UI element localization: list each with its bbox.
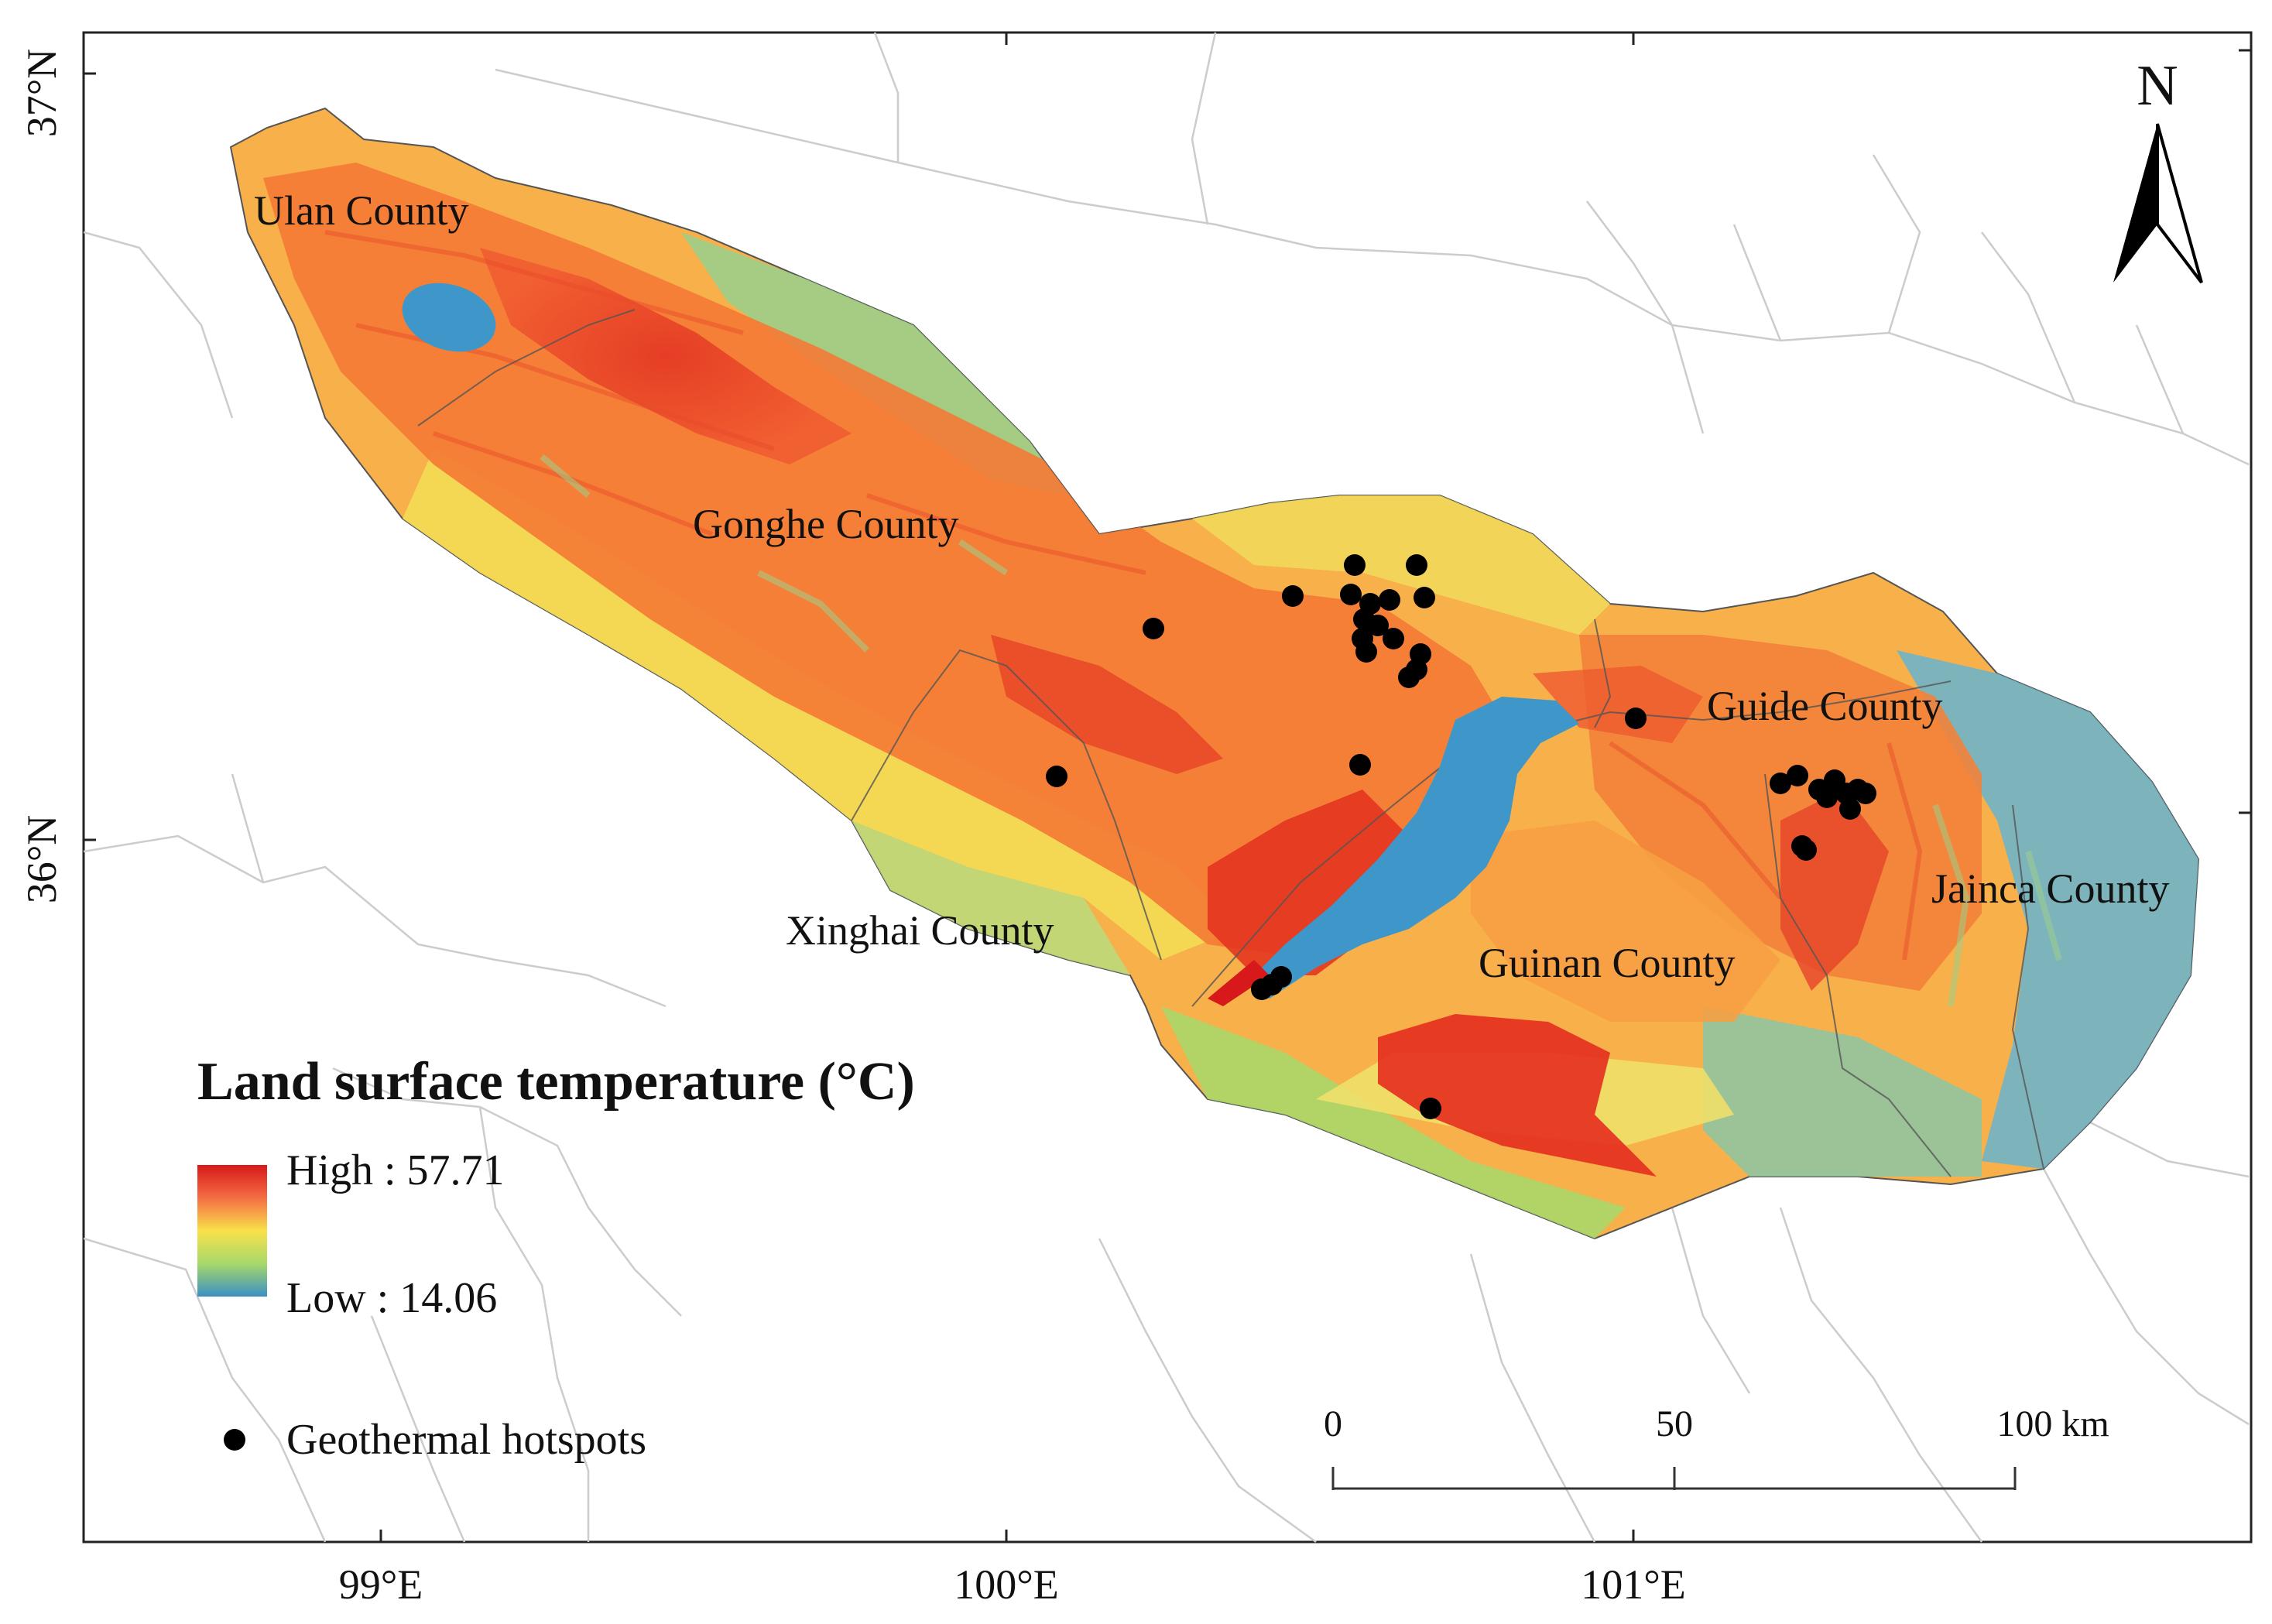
geothermal-hotspots bbox=[1046, 554, 1876, 1119]
admin-boundaries bbox=[83, 32, 2250, 1543]
county-label-guinan: Guinan County bbox=[1479, 940, 1736, 986]
hotspot-point bbox=[1383, 628, 1404, 649]
hotspot-point bbox=[1355, 641, 1377, 663]
county-label-xinghai: Xinghai County bbox=[786, 907, 1054, 954]
study-region bbox=[229, 107, 2200, 1240]
hotspot-point bbox=[1282, 585, 1304, 607]
county-label-gonghe: Gonghe County bbox=[693, 501, 959, 547]
lon-label-99: 99°E bbox=[339, 1561, 423, 1608]
lat-axis: 37°N 36°N bbox=[19, 49, 2251, 904]
hotspot-point bbox=[1770, 773, 1791, 794]
legend: Land surface temperature (°C) High : 57.… bbox=[197, 1052, 915, 1464]
hotspot-point bbox=[1367, 615, 1389, 636]
lat-label-37: 37°N bbox=[19, 49, 65, 138]
scale-tick-100: 100 km bbox=[1996, 1403, 2109, 1444]
qinghai-lake-west bbox=[402, 283, 496, 352]
lon-label-101: 101°E bbox=[1581, 1561, 1686, 1608]
scale-tick-0: 0 bbox=[1324, 1403, 1342, 1444]
north-label: N bbox=[2137, 54, 2178, 118]
hotspot-point bbox=[1406, 554, 1427, 576]
hotspot-point bbox=[1816, 786, 1838, 808]
hotspot-point bbox=[1420, 1098, 1441, 1119]
hotspot-point bbox=[1855, 783, 1876, 804]
legend-hotspots-label: Geothermal hotspots bbox=[286, 1416, 646, 1464]
hotspot-point bbox=[1625, 708, 1647, 729]
county-label-guide: Guide County bbox=[1707, 683, 1943, 729]
county-label-jainca: Jainca County bbox=[1931, 865, 2169, 912]
hotspot-point bbox=[1270, 966, 1292, 988]
hotspot-point bbox=[1340, 584, 1362, 605]
hotspot-point bbox=[1379, 589, 1400, 611]
lon-axis: 99°E 100°E 101°E bbox=[339, 33, 1686, 1608]
hotspot-point bbox=[1344, 554, 1366, 576]
county-labels: Ulan County Gonghe County Guide County X… bbox=[254, 187, 2169, 986]
scale-tick-50: 50 bbox=[1656, 1403, 1693, 1444]
hotspot-point bbox=[1839, 798, 1861, 820]
lon-label-100: 100°E bbox=[954, 1561, 1059, 1608]
hotspot-point bbox=[1046, 766, 1067, 787]
legend-low-label: Low : 14.06 bbox=[286, 1274, 497, 1322]
lat-label-36: 36°N bbox=[19, 815, 65, 904]
north-arrow-icon bbox=[2113, 124, 2157, 283]
hotspot-point bbox=[1349, 754, 1371, 776]
legend-title: Land surface temperature (°C) bbox=[197, 1052, 915, 1112]
legend-hotspot-icon bbox=[224, 1429, 245, 1451]
hotspot-point bbox=[1143, 618, 1164, 639]
hotspot-point bbox=[1787, 765, 1808, 786]
hotspot-point bbox=[1795, 839, 1817, 861]
scale-bar: 0 50 100 km bbox=[1324, 1403, 2109, 1490]
legend-high-label: High : 57.71 bbox=[286, 1146, 505, 1194]
hotspot-point bbox=[1398, 666, 1420, 688]
hotspot-point bbox=[1414, 587, 1435, 608]
legend-color-ramp bbox=[197, 1165, 267, 1297]
north-arrow: N bbox=[2113, 54, 2203, 284]
county-label-ulan: Ulan County bbox=[254, 187, 469, 234]
longyangxia-reservoir bbox=[1246, 697, 1579, 999]
